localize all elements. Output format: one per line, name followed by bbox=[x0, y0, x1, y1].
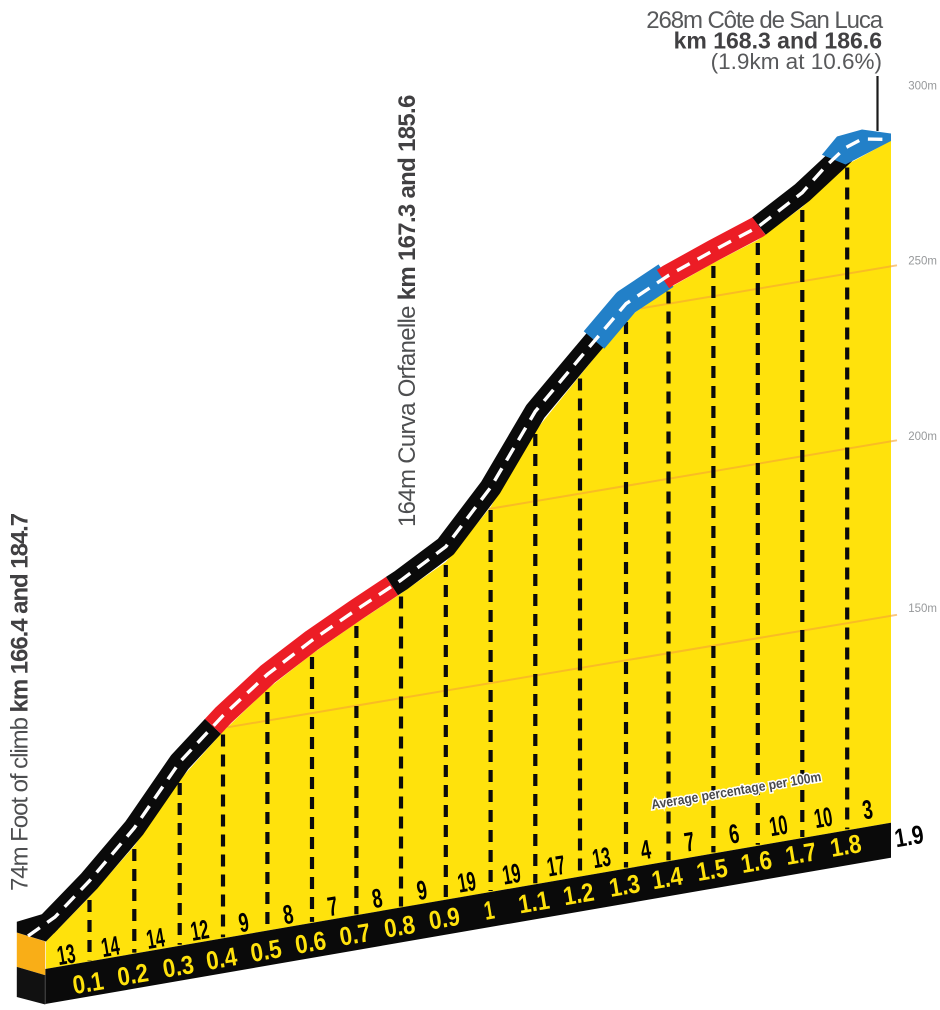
svg-text:150m: 150m bbox=[908, 603, 937, 615]
svg-text:13: 13 bbox=[590, 842, 613, 875]
svg-text:164m Curva Orfanelle km 167.3: 164m Curva Orfanelle km 167.3 and 185.6 bbox=[394, 95, 421, 527]
svg-text:8: 8 bbox=[281, 899, 296, 930]
svg-text:km 168.3 and 186.6: km 168.3 and 186.6 bbox=[674, 28, 882, 54]
svg-text:6: 6 bbox=[727, 818, 742, 849]
svg-text:250m: 250m bbox=[908, 256, 937, 268]
svg-text:3: 3 bbox=[860, 794, 875, 825]
svg-text:9: 9 bbox=[415, 875, 430, 906]
svg-text:(1.9km at 10.6%): (1.9km at 10.6%) bbox=[711, 49, 882, 74]
svg-text:0.4: 0.4 bbox=[204, 941, 240, 976]
svg-text:1.5: 1.5 bbox=[694, 852, 730, 887]
svg-text:0.8: 0.8 bbox=[382, 909, 418, 944]
svg-text:7: 7 bbox=[682, 826, 697, 857]
svg-text:0.5: 0.5 bbox=[248, 933, 284, 968]
svg-text:4: 4 bbox=[638, 834, 653, 865]
svg-text:19: 19 bbox=[500, 858, 523, 891]
svg-text:14: 14 bbox=[99, 930, 122, 963]
svg-text:13: 13 bbox=[55, 938, 78, 971]
svg-text:200m: 200m bbox=[908, 431, 937, 443]
svg-text:1.6: 1.6 bbox=[739, 844, 775, 879]
svg-text:10: 10 bbox=[812, 802, 835, 835]
svg-text:1.7: 1.7 bbox=[783, 836, 819, 871]
svg-text:0.6: 0.6 bbox=[293, 925, 329, 960]
svg-text:1.9: 1.9 bbox=[892, 819, 926, 853]
svg-text:268m Côte de San Luca: 268m Côte de San Luca bbox=[646, 7, 883, 34]
svg-text:300m: 300m bbox=[908, 81, 937, 93]
svg-text:74m Foot of climb km 166.4 and: 74m Foot of climb km 166.4 and 184.7 bbox=[7, 513, 34, 891]
svg-text:1: 1 bbox=[482, 895, 497, 926]
svg-text:0.1: 0.1 bbox=[70, 965, 106, 1000]
svg-text:1.8: 1.8 bbox=[828, 828, 864, 863]
svg-text:0.3: 0.3 bbox=[160, 949, 196, 984]
svg-text:10: 10 bbox=[767, 810, 790, 843]
svg-text:1.3: 1.3 bbox=[607, 868, 643, 903]
svg-text:1.2: 1.2 bbox=[561, 877, 597, 912]
svg-text:1.1: 1.1 bbox=[516, 885, 552, 920]
svg-text:9: 9 bbox=[236, 907, 251, 938]
svg-text:8: 8 bbox=[370, 883, 385, 914]
svg-text:7: 7 bbox=[325, 891, 340, 922]
svg-text:1.4: 1.4 bbox=[649, 860, 685, 895]
svg-text:19: 19 bbox=[455, 866, 478, 899]
svg-text:0.9: 0.9 bbox=[427, 901, 463, 936]
svg-text:12: 12 bbox=[188, 914, 211, 947]
svg-text:17: 17 bbox=[545, 850, 568, 883]
svg-text:14: 14 bbox=[144, 922, 167, 955]
svg-text:0.2: 0.2 bbox=[115, 957, 151, 992]
svg-text:0.7: 0.7 bbox=[337, 917, 373, 952]
